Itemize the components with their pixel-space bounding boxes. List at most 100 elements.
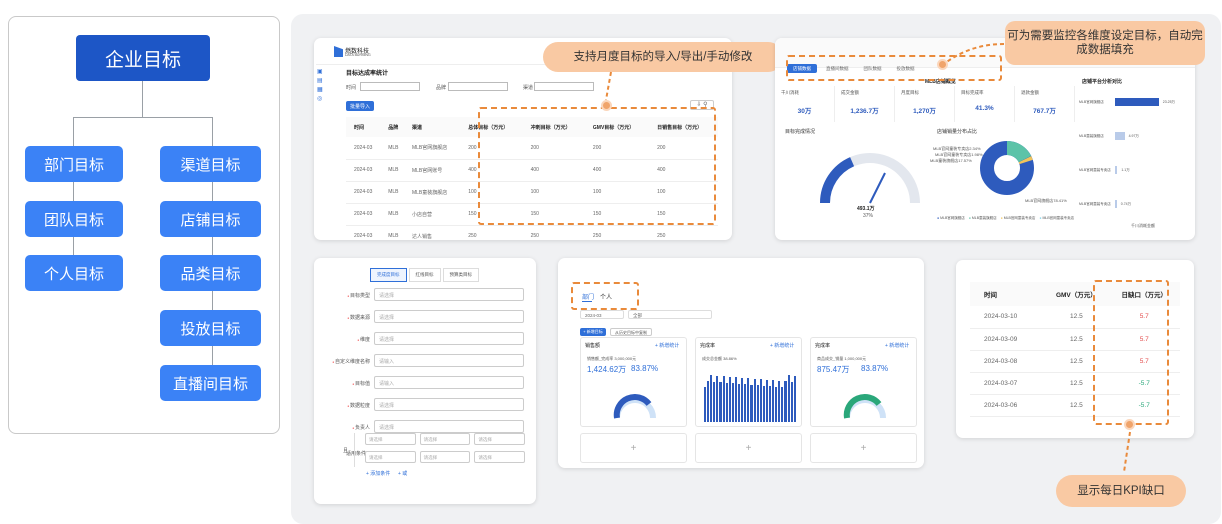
target-table: 时间 品牌 渠道 总体目标（万元） 冲刺目标（万元） GMV目标（万元） 日销售目标（万元）… — [346, 117, 718, 240]
field-control[interactable]: 请选择 — [374, 332, 524, 345]
table-cell[interactable]: 250 — [584, 225, 650, 240]
condition-row-1[interactable]: 请选择 请选择 请选择 — [365, 433, 526, 445]
kpi-cell: 2024-03-10 — [970, 306, 1045, 329]
enterprise-goal-node: 企业目标 — [76, 35, 210, 81]
table-cell[interactable]: 400 — [460, 159, 523, 182]
kpi-cell: 12.5 — [1044, 350, 1109, 373]
legend-item: ● MLB官网童装专卖店 — [1039, 216, 1074, 224]
legend-swatch: ● — [1000, 216, 1004, 220]
daily-bar — [704, 387, 707, 422]
table-cell: 2024-03 — [346, 159, 381, 182]
copy-history-button[interactable]: 从历史目标中复制 — [610, 328, 652, 336]
table-cell: 2024-03 — [346, 137, 381, 160]
table-cell[interactable]: 100 — [584, 181, 650, 204]
daily-bar — [725, 382, 728, 422]
field-label: ● 维度 — [318, 336, 370, 343]
table-cell: MLB官网账号 — [403, 159, 461, 182]
dashboard-tab[interactable]: 直播间数据 — [826, 66, 849, 71]
kpi-gap-card: 时间 GMV（万元） 日缺口（万元） 2024-03-10 12.5 5.7 2024-0… — [956, 260, 1194, 438]
personal-goal-node: 个人目标 — [25, 255, 123, 291]
kpi-cell: 5.7 — [1108, 328, 1180, 351]
time-filter-label: 时间 — [346, 85, 357, 91]
bar-label: MLB童装旗舰店 — [1079, 134, 1104, 138]
and-label: 且 — [343, 448, 349, 454]
dashboard-tab[interactable]: 店铺数据 — [787, 64, 817, 73]
time-filter-input[interactable] — [360, 82, 420, 91]
required-mark: ● — [347, 294, 350, 298]
batch-import-button[interactable]: 批量导入 — [346, 101, 374, 111]
table-cell[interactable]: 100 — [460, 181, 523, 204]
add-panel-button[interactable]: + — [810, 433, 917, 463]
bar-mark — [1115, 132, 1125, 140]
required-mark: ● — [352, 382, 355, 386]
add-panel-button[interactable]: + — [695, 433, 802, 463]
daily-bar — [787, 375, 790, 422]
goal-type-tabs[interactable]: 完成度目标 红线目标 预算类目标 — [370, 268, 479, 282]
livestream-goal-node: 直播间目标 — [160, 365, 261, 401]
export-icon[interactable]: ⇩ ⚲ — [690, 100, 714, 110]
channel-filter-input[interactable] — [534, 82, 594, 91]
table-cell[interactable]: 250 — [522, 225, 585, 240]
daily-bar — [719, 382, 722, 422]
kpi-row: 2024-03-07 12.5 -5.7 — [970, 372, 1180, 395]
table-cell[interactable]: 250 — [460, 225, 523, 240]
form-tab[interactable]: 预算类目标 — [442, 268, 479, 282]
add-condition-link[interactable]: + 添加条件 — [366, 471, 391, 477]
daily-bar — [710, 375, 713, 422]
daily-bar — [731, 383, 734, 422]
dashboard-tab[interactable]: 投放数据 — [896, 66, 915, 71]
field-control[interactable]: 请选择 — [374, 398, 524, 411]
tab-personal[interactable]: 个人 — [600, 295, 613, 301]
pie-label-1: MLB官网童装专卖店2.34% — [933, 146, 981, 151]
required-mark: ● — [357, 338, 360, 342]
table-cell[interactable]: 100 — [522, 181, 585, 204]
legend-item: ● MLB官网旗舰店 — [937, 216, 965, 224]
brand-filter-input[interactable] — [448, 82, 508, 91]
field-control[interactable]: 请选择 — [374, 310, 524, 323]
kpi-cell: 2024-03-06 — [970, 394, 1045, 417]
metric-label: 月度目标 — [901, 90, 919, 95]
daily-bar — [765, 379, 768, 422]
table-cell[interactable]: 200 — [460, 137, 523, 160]
field-control[interactable]: 请选择 — [374, 288, 524, 301]
date-picker[interactable]: 2024-03 — [580, 310, 624, 319]
bar-mark — [1115, 166, 1118, 174]
table-cell[interactable]: 100 — [649, 181, 718, 204]
sales-panel: 销售额 + 新增统计 销售额_完成率 3,000,000元 1,424.62万 … — [580, 337, 687, 427]
column-header: 日销售目标（万元） — [649, 117, 718, 137]
table-cell[interactable]: 400 — [649, 159, 718, 182]
table-cell[interactable]: 400 — [584, 159, 650, 182]
table-cell[interactable]: 400 — [522, 159, 585, 182]
table-cell[interactable]: 200 — [522, 137, 585, 160]
filter-select[interactable]: 全部 — [628, 310, 712, 319]
field-label-text: 数据来源 — [349, 315, 370, 321]
product-rate: 83.87% — [861, 364, 889, 373]
add-goal-button[interactable]: + 新增目标 — [580, 328, 606, 336]
condition-row-2[interactable]: 请选择 请选择 请选择 — [365, 451, 526, 463]
or-link[interactable]: + 或 — [398, 471, 408, 477]
metric-card: 退款金额 767.7万 — [1015, 86, 1075, 122]
table-cell: MLB — [380, 225, 404, 240]
dashboard-tab[interactable]: 团队数据 — [863, 66, 882, 71]
metric-value: 30万 — [797, 108, 812, 115]
side-nav-icons[interactable]: ▣ ▤ ▦ ◎ — [317, 69, 323, 102]
field-control[interactable]: 请输入 — [374, 376, 524, 389]
form-tab[interactable]: 红线目标 — [408, 268, 441, 282]
field-control[interactable]: 请输入 — [374, 354, 524, 367]
table-cell[interactable]: 200 — [584, 137, 650, 160]
form-tab[interactable]: 完成度目标 — [370, 268, 407, 282]
table-cell[interactable]: 250 — [649, 225, 718, 240]
metric-value: 767.7万 — [1033, 108, 1056, 115]
callout-dot — [937, 59, 948, 70]
kpi-cell: 12.5 — [1044, 306, 1109, 329]
legend-item: ● MLB官网童装专卖店 — [1001, 216, 1036, 224]
table-cell[interactable]: 200 — [649, 137, 718, 160]
add-panel-button[interactable]: + — [580, 433, 687, 463]
daily-kpi-callout: 显示每日KPI缺口 — [1056, 475, 1186, 507]
kpi-cell: 5.7 — [1108, 306, 1180, 329]
dashboard-tabs[interactable]: 店铺数据 直播间数据 团队数据 投放数据 — [787, 64, 997, 73]
callout-dot — [1124, 419, 1135, 430]
tab-department[interactable]: 部门 — [582, 295, 595, 301]
field-label-text: 负责人 — [354, 425, 370, 431]
field-control[interactable]: 请选择 — [374, 420, 524, 433]
